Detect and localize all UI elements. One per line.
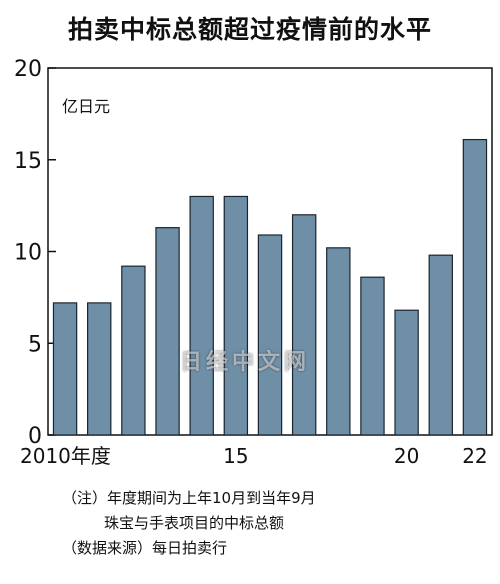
y-tick-labels: 0 5 10 15 20 — [14, 57, 42, 449]
watermark: 日经中文网 — [180, 350, 311, 375]
x-tick-label: 22 — [462, 444, 487, 468]
bar-chart: 0 5 10 15 20 2010年度 15 20 22 亿日元 — [14, 57, 493, 468]
y-tick-label: 20 — [14, 57, 42, 82]
bar — [189, 195, 214, 436]
bar — [462, 138, 488, 436]
bar — [360, 276, 385, 436]
bar — [223, 195, 249, 436]
bar — [291, 214, 317, 436]
bar-series — [52, 138, 488, 436]
bar — [87, 302, 112, 436]
note-period: （注）年度期间为上年10月到当年9月 — [62, 489, 316, 507]
y-axis-label: 亿日元 — [62, 97, 110, 116]
bar — [52, 302, 78, 436]
bar — [394, 309, 419, 436]
chart-title: 拍卖中标总额超过疫情前的水平 — [67, 15, 432, 44]
note-scope: 珠宝与手表项目的中标总额 — [104, 514, 285, 532]
y-tick-label: 0 — [28, 424, 42, 449]
bar — [428, 254, 453, 436]
x-tick-label: 20 — [394, 444, 419, 468]
bar — [121, 265, 146, 436]
bar — [326, 247, 351, 436]
note-source: （数据来源）每日拍卖行 — [62, 539, 228, 557]
y-tick-label: 10 — [14, 241, 42, 266]
bar — [257, 234, 283, 436]
x-tick-label: 2010年度 — [20, 444, 111, 468]
bar — [155, 227, 180, 436]
x-tick-label: 15 — [223, 444, 248, 468]
y-tick-label: 15 — [14, 149, 42, 174]
y-tick-label: 5 — [28, 332, 42, 357]
x-tick-labels: 2010年度 15 20 22 — [20, 444, 488, 468]
